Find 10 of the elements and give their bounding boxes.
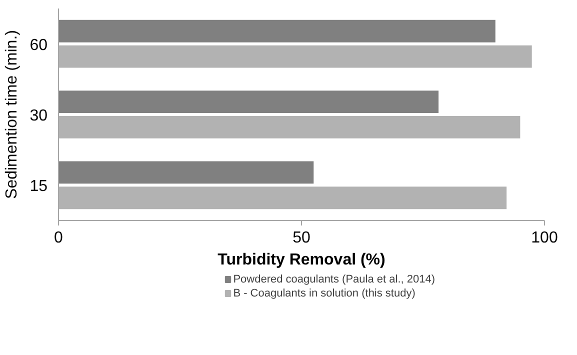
y-tick-label: 60: [30, 36, 48, 54]
y-tick-label: 30: [30, 108, 48, 124]
y-tick-label: 15: [30, 178, 48, 196]
y-axis-title: Sedimention time (min.): [4, 30, 21, 199]
x-axis-title: Turbidity Removal (%): [218, 252, 386, 268]
legend-label: B - Coagulants in solution (this study): [233, 288, 416, 300]
legend-label: Powdered coagulants (Paula et al., 2014): [233, 274, 436, 286]
x-tick-label: 100: [531, 230, 558, 246]
x-tick-label: 0: [54, 230, 64, 246]
x-tick-label: 50: [292, 230, 310, 246]
